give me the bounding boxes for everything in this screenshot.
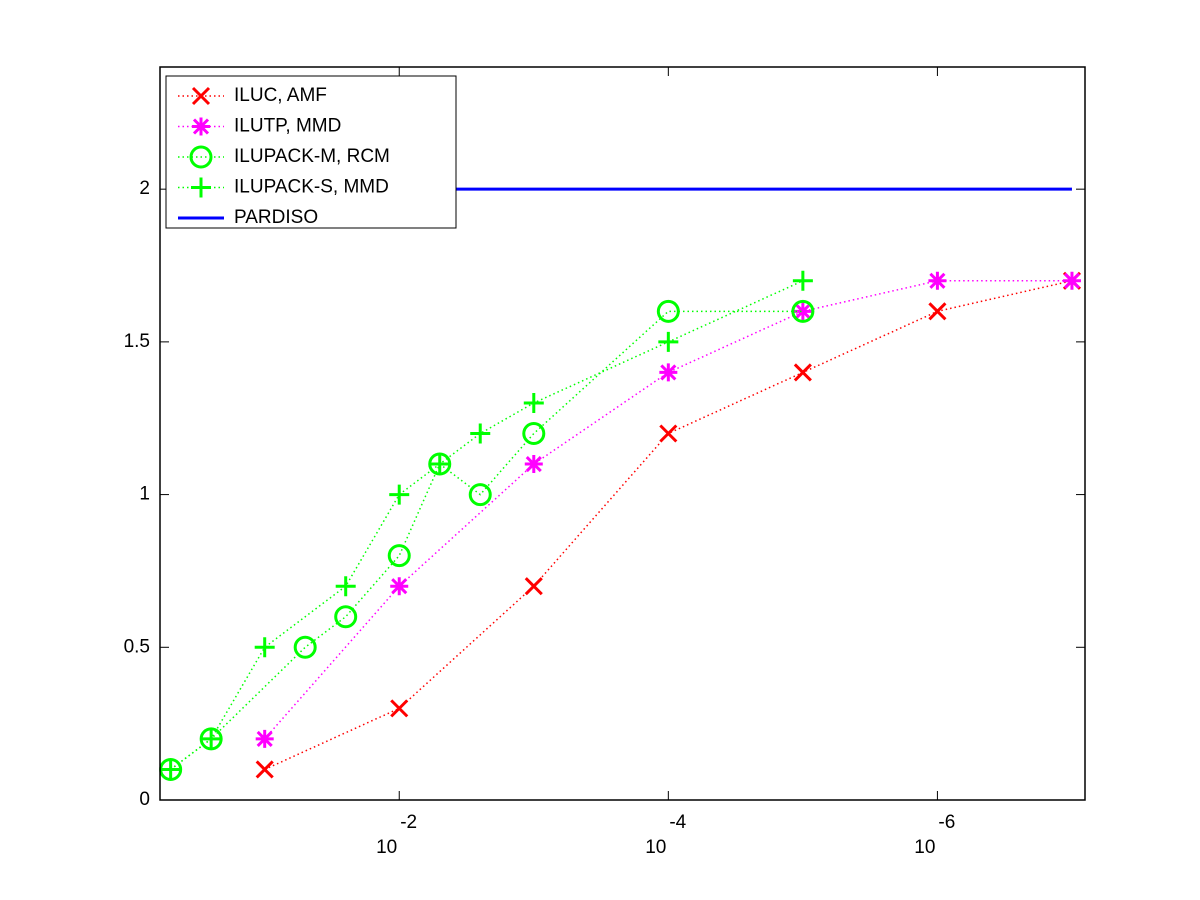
- point: [335, 576, 356, 597]
- point: [390, 699, 409, 718]
- y-tick-label: 2: [139, 178, 150, 199]
- point: [201, 728, 222, 749]
- point: [928, 271, 947, 290]
- y-tick-label: 0.5: [124, 636, 150, 657]
- x-tick-exponent: -4: [669, 812, 686, 833]
- series-line: [170, 280, 804, 771]
- point: [523, 392, 544, 413]
- point: [792, 270, 813, 291]
- point: [390, 577, 409, 596]
- point: [658, 331, 679, 352]
- point: [793, 302, 812, 321]
- y-tick-label: 1: [139, 484, 150, 505]
- x-tick-label: 10: [645, 837, 666, 858]
- point: [470, 423, 491, 444]
- point: [793, 363, 812, 382]
- point: [524, 577, 543, 596]
- point: [522, 422, 546, 445]
- legend-marker: [189, 145, 213, 169]
- point: [160, 759, 181, 780]
- legend-marker: [191, 177, 211, 198]
- point: [387, 544, 411, 568]
- point: [389, 484, 410, 505]
- x-tick-label: 10: [376, 837, 397, 858]
- legend-label: ILUTP, MMD: [234, 116, 341, 137]
- x-tick-exponent: -2: [400, 812, 417, 833]
- legend-label: ILUPACK-M, RCM: [234, 146, 390, 167]
- x-tick-exponent: -6: [938, 812, 955, 833]
- y-tick-label: 0: [139, 789, 150, 810]
- point: [1062, 271, 1081, 290]
- y-tick-label: 1.5: [124, 331, 150, 352]
- x-tick-label: 10: [914, 837, 935, 858]
- legend-marker: [191, 86, 211, 106]
- point: [468, 483, 492, 507]
- point: [659, 363, 678, 382]
- legend-label: PARDISO: [234, 207, 318, 228]
- legend-box: [165, 75, 457, 229]
- point: [429, 454, 450, 475]
- legend-label: ILUPACK-S, MMD: [234, 177, 389, 198]
- point: [524, 455, 543, 474]
- point: [659, 424, 678, 443]
- point: [791, 299, 815, 323]
- point: [254, 637, 275, 658]
- point: [255, 760, 274, 779]
- point: [255, 729, 274, 748]
- point: [293, 635, 317, 659]
- plot-frame: [159, 66, 1086, 801]
- point: [334, 605, 358, 629]
- legend-marker: [192, 117, 210, 136]
- legend-label: ILUC, AMF: [234, 85, 327, 106]
- point: [656, 299, 680, 323]
- point: [928, 302, 947, 321]
